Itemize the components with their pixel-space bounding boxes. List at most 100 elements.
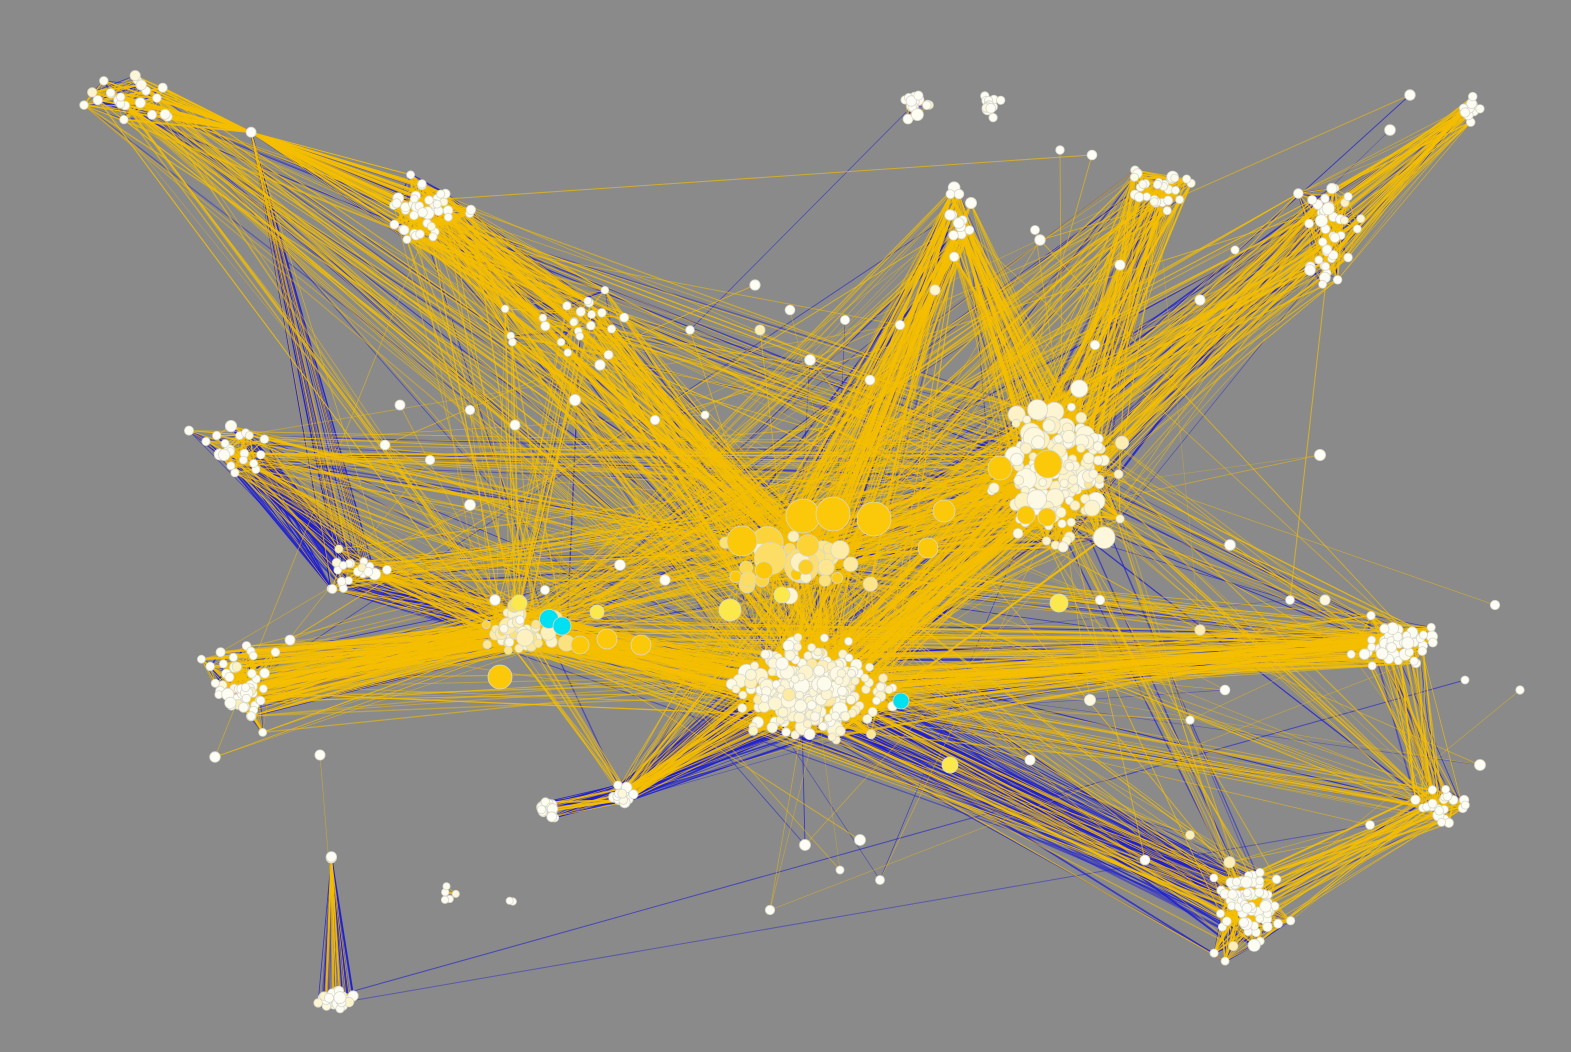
graph-node[interactable] (1321, 244, 1333, 255)
graph-node[interactable] (738, 690, 748, 700)
graph-node[interactable] (817, 558, 835, 576)
graph-node[interactable] (952, 217, 965, 229)
graph-node[interactable] (1489, 599, 1501, 611)
graph-node[interactable] (499, 624, 509, 634)
graph-node[interactable] (1055, 506, 1067, 518)
graph-node[interactable] (790, 674, 800, 684)
graph-node[interactable] (764, 904, 776, 916)
graph-node[interactable] (787, 530, 800, 543)
graph-node[interactable] (1255, 876, 1265, 886)
graph-node[interactable] (489, 594, 501, 606)
graph-node[interactable] (481, 620, 491, 629)
hub-node[interactable] (630, 634, 652, 656)
graph-node[interactable] (953, 188, 965, 200)
graph-node[interactable] (399, 224, 410, 236)
graph-node[interactable] (1474, 759, 1486, 771)
graph-node[interactable] (382, 564, 392, 575)
graph-node[interactable] (1222, 916, 1232, 927)
graph-node[interactable] (1352, 224, 1362, 234)
graph-node[interactable] (220, 439, 230, 448)
graph-node[interactable] (1086, 149, 1098, 161)
graph-node[interactable] (628, 789, 639, 800)
graph-node[interactable] (241, 693, 251, 704)
graph-node[interactable] (426, 221, 436, 231)
graph-node[interactable] (1055, 145, 1065, 155)
graph-node[interactable] (249, 459, 259, 468)
graph-node[interactable] (415, 229, 425, 239)
graph-node[interactable] (1475, 104, 1485, 114)
graph-node[interactable] (1314, 255, 1324, 265)
graph-node[interactable] (793, 711, 806, 724)
graph-node[interactable] (945, 189, 956, 200)
graph-node[interactable] (1220, 956, 1230, 966)
hub-node[interactable] (856, 501, 892, 537)
graph-node[interactable] (1026, 489, 1047, 510)
graph-node[interactable] (270, 647, 281, 657)
graph-node[interactable] (988, 113, 998, 123)
graph-node[interactable] (1042, 536, 1052, 546)
graph-node[interactable] (241, 683, 251, 693)
graph-node[interactable] (500, 304, 510, 313)
graph-node[interactable] (1434, 806, 1444, 816)
graph-node[interactable] (409, 194, 419, 204)
graph-node[interactable] (259, 434, 270, 444)
graph-node[interactable] (1020, 442, 1032, 455)
graph-node[interactable] (336, 576, 347, 587)
graph-node[interactable] (436, 189, 446, 199)
graph-node[interactable] (79, 100, 89, 110)
graph-node[interactable] (157, 82, 168, 93)
graph-node[interactable] (1254, 887, 1265, 898)
graph-node[interactable] (451, 889, 460, 898)
graph-node[interactable] (1285, 595, 1295, 605)
graph-node[interactable] (816, 676, 833, 692)
graph-node[interactable] (813, 647, 823, 657)
graph-node[interactable] (1230, 245, 1240, 255)
graph-node[interactable] (737, 703, 747, 713)
graph-node[interactable] (603, 349, 614, 360)
graph-node[interactable] (1242, 888, 1252, 898)
graph-node[interactable] (152, 93, 162, 103)
graph-node[interactable] (860, 673, 870, 683)
graph-node[interactable] (258, 684, 268, 694)
graph-node[interactable] (864, 374, 876, 386)
graph-node[interactable] (379, 439, 391, 451)
graph-node[interactable] (847, 668, 857, 678)
graph-node[interactable] (1319, 594, 1331, 606)
graph-node[interactable] (1038, 478, 1048, 487)
hub-node[interactable] (987, 455, 1013, 481)
graph-node[interactable] (1321, 202, 1335, 216)
graph-node[interactable] (531, 619, 541, 630)
graph-node[interactable] (224, 696, 237, 710)
graph-node[interactable] (228, 652, 238, 662)
graph-node[interactable] (614, 559, 626, 571)
graph-node[interactable] (844, 653, 854, 663)
graph-node[interactable] (183, 425, 194, 436)
graph-node[interactable] (1092, 441, 1104, 452)
graph-node[interactable] (685, 325, 695, 335)
graph-node[interactable] (575, 332, 584, 341)
graph-node[interactable] (1460, 675, 1470, 685)
graph-node[interactable] (424, 454, 436, 466)
graph-node[interactable] (258, 728, 268, 737)
graph-node[interactable] (146, 109, 157, 120)
graph-node[interactable] (389, 219, 400, 230)
graph-node[interactable] (1255, 867, 1265, 878)
graph-node[interactable] (1238, 917, 1249, 928)
graph-node[interactable] (218, 448, 231, 461)
graph-node[interactable] (1271, 874, 1282, 885)
graph-node[interactable] (224, 419, 238, 433)
graph-node[interactable] (212, 430, 222, 441)
hub-node[interactable] (596, 628, 618, 650)
graph-node[interactable] (1427, 798, 1438, 809)
graph-node[interactable] (866, 729, 877, 740)
graph-node[interactable] (569, 318, 578, 327)
graph-node[interactable] (575, 306, 586, 317)
graph-node[interactable] (905, 95, 918, 107)
graph-node[interactable] (1067, 402, 1076, 412)
graph-node[interactable] (1427, 785, 1438, 795)
graph-node[interactable] (135, 79, 147, 91)
graph-node[interactable] (798, 559, 814, 575)
graph-node[interactable] (99, 76, 109, 86)
graph-node[interactable] (363, 566, 374, 577)
graph-node[interactable] (546, 811, 558, 823)
